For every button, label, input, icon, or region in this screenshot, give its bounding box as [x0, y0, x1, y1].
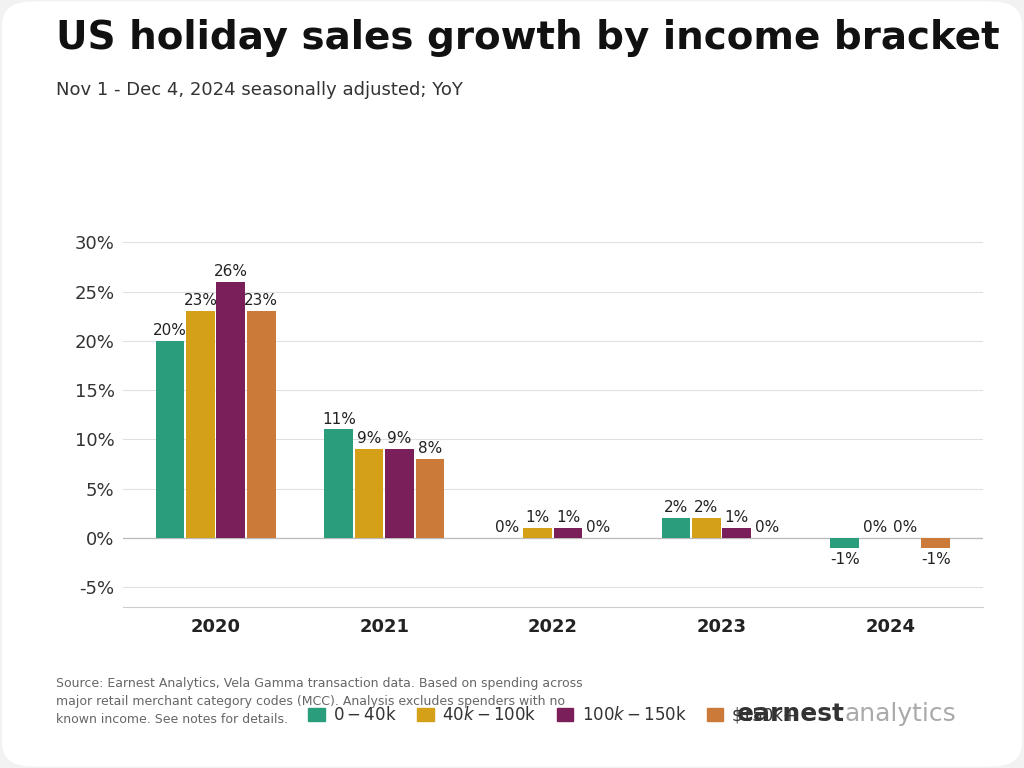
Text: 8%: 8% [418, 441, 442, 456]
Bar [156, 341, 184, 538]
Text: Nov 1 - Dec 4, 2024 seasonally adjusted; YoY: Nov 1 - Dec 4, 2024 seasonally adjusted;… [56, 81, 463, 98]
Text: 2%: 2% [664, 500, 688, 515]
Text: 1%: 1% [556, 510, 581, 525]
Text: 0%: 0% [863, 520, 887, 535]
Text: 9%: 9% [387, 431, 412, 446]
Bar [325, 429, 353, 538]
Text: Source: Earnest Analytics, Vela Gamma transaction data. Based on spending across: Source: Earnest Analytics, Vela Gamma tr… [56, 677, 583, 726]
Text: 11%: 11% [322, 412, 355, 426]
Text: 0%: 0% [587, 520, 610, 535]
Text: -1%: -1% [829, 551, 859, 567]
Bar [247, 311, 275, 538]
Bar [416, 459, 444, 538]
Text: 2%: 2% [694, 500, 719, 515]
Bar [554, 528, 583, 538]
Text: analytics: analytics [845, 702, 956, 726]
Text: 9%: 9% [357, 431, 381, 446]
Text: 23%: 23% [244, 293, 279, 309]
Bar [830, 538, 859, 548]
Bar [523, 528, 552, 538]
Bar [692, 518, 721, 538]
Text: 0%: 0% [755, 520, 779, 535]
Bar [922, 538, 950, 548]
Text: 1%: 1% [725, 510, 749, 525]
Text: 26%: 26% [214, 264, 248, 279]
Text: 1%: 1% [525, 510, 550, 525]
Legend: $0-$40k, $40k-$100k, $100k-$150k, $150k+: $0-$40k, $40k-$100k, $100k-$150k, $150k+ [302, 700, 804, 731]
Bar [385, 449, 414, 538]
Text: -1%: -1% [921, 551, 950, 567]
Bar [662, 518, 690, 538]
Bar [723, 528, 752, 538]
Text: 23%: 23% [183, 293, 217, 309]
Text: 20%: 20% [154, 323, 187, 338]
Bar [216, 282, 245, 538]
Text: 0%: 0% [496, 520, 519, 535]
Bar [354, 449, 383, 538]
Text: 0%: 0% [893, 520, 918, 535]
Bar [186, 311, 215, 538]
Text: US holiday sales growth by income bracket: US holiday sales growth by income bracke… [56, 19, 1000, 57]
Text: earnest: earnest [737, 702, 845, 726]
